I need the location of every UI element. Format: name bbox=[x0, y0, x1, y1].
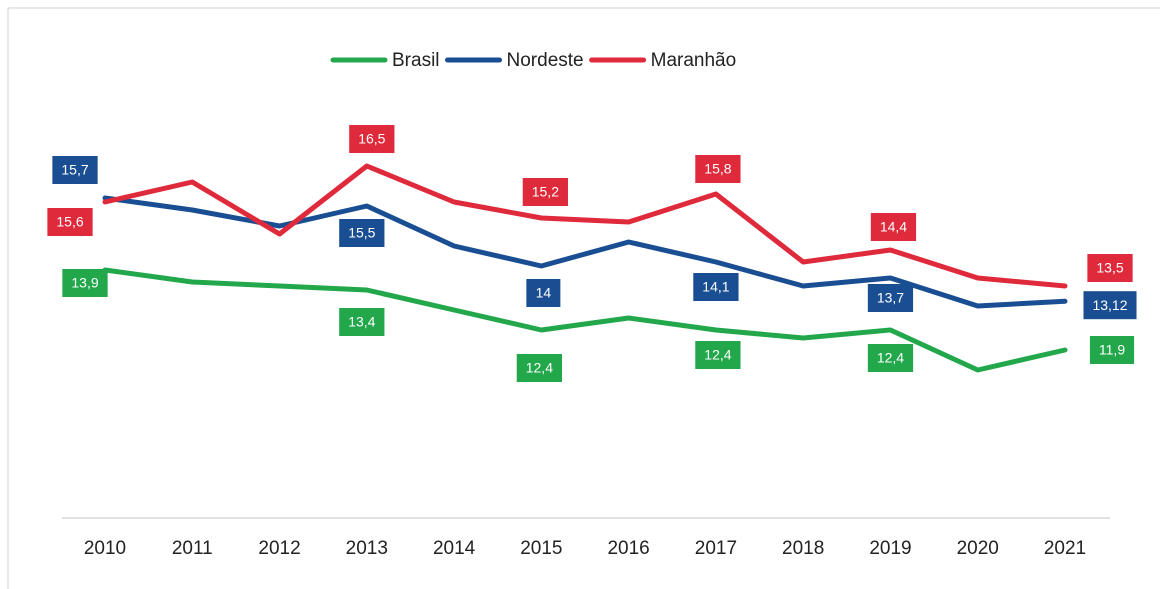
data-label-text: 15,6 bbox=[56, 214, 83, 230]
data-label-box bbox=[339, 308, 385, 336]
data-label-text: 13,4 bbox=[348, 314, 375, 330]
series-line bbox=[102, 267, 1068, 373]
x-tick-label: 2012 bbox=[258, 538, 300, 559]
legend-label: Brasil bbox=[392, 50, 440, 71]
data-label-text: 13,12 bbox=[1092, 297, 1127, 313]
x-tick-label: 2019 bbox=[869, 538, 911, 559]
data-label: 12,4 bbox=[516, 354, 562, 382]
data-label-text: 13,9 bbox=[71, 275, 98, 291]
data-label-box bbox=[339, 219, 385, 247]
data-label: 14,4 bbox=[870, 213, 917, 241]
data-label-text: 13,5 bbox=[1096, 260, 1123, 276]
data-label-box bbox=[870, 213, 917, 241]
data-label-box bbox=[1083, 291, 1137, 320]
data-label: 15,5 bbox=[339, 219, 385, 247]
data-label: 12,4 bbox=[867, 344, 914, 372]
data-label-box bbox=[47, 208, 93, 236]
data-label-text: 13,7 bbox=[877, 290, 904, 306]
data-label: 13,5 bbox=[1087, 254, 1133, 282]
series-line bbox=[102, 163, 1068, 289]
data-label: 16,5 bbox=[349, 125, 395, 153]
data-label-text: 15,8 bbox=[704, 161, 731, 177]
data-label: 15,8 bbox=[695, 155, 741, 183]
legend-label: Maranhão bbox=[651, 50, 737, 71]
x-tick-label: 2011 bbox=[172, 538, 213, 559]
data-label-box bbox=[867, 344, 914, 372]
data-label: 14 bbox=[526, 279, 561, 307]
data-label-text: 12,4 bbox=[877, 350, 904, 366]
data-label: 14,1 bbox=[693, 273, 739, 301]
data-label-text: 16,5 bbox=[358, 131, 385, 147]
data-label: 13,7 bbox=[867, 284, 914, 312]
data-label: 13,4 bbox=[339, 308, 385, 336]
data-label-box bbox=[62, 269, 108, 297]
x-tick-label: 2018 bbox=[782, 538, 824, 559]
data-label-box bbox=[695, 155, 741, 183]
data-label-text: 15,2 bbox=[532, 184, 559, 200]
data-label-text: 12,4 bbox=[526, 360, 553, 376]
data-label-text: 11,9 bbox=[1099, 342, 1125, 358]
data-label-text: 14,4 bbox=[880, 219, 907, 235]
x-tick-label: 2021 bbox=[1044, 538, 1086, 559]
x-tick-label: 2016 bbox=[607, 538, 649, 559]
data-label-box bbox=[693, 273, 739, 301]
x-tick-label: 2010 bbox=[84, 538, 126, 559]
data-label: 15,6 bbox=[47, 208, 93, 236]
data-label: 13,12 bbox=[1083, 291, 1137, 320]
x-tick-label: 2015 bbox=[520, 538, 562, 559]
x-tick-label: 2014 bbox=[433, 538, 476, 559]
data-label-text: 15,7 bbox=[61, 162, 88, 178]
legend-label: Nordeste bbox=[507, 50, 584, 71]
data-label: 15,7 bbox=[52, 156, 98, 184]
data-label-box bbox=[1089, 336, 1135, 364]
data-label: 15,2 bbox=[522, 178, 568, 206]
data-label-box bbox=[695, 341, 741, 369]
data-label-box bbox=[526, 279, 561, 307]
data-label-text: 15,5 bbox=[348, 225, 375, 241]
x-tick-label: 2017 bbox=[695, 538, 737, 559]
data-label-box bbox=[867, 284, 914, 312]
data-label: 11,9 bbox=[1089, 336, 1135, 364]
data-label-box bbox=[349, 125, 395, 153]
data-label-box bbox=[1087, 254, 1133, 282]
data-label-text: 14,1 bbox=[702, 279, 729, 295]
data-label-text: 12,4 bbox=[704, 347, 731, 363]
data-label-box bbox=[516, 354, 562, 382]
data-label-box bbox=[52, 156, 98, 184]
data-label: 13,9 bbox=[62, 269, 108, 297]
x-tick-label: 2013 bbox=[346, 538, 388, 559]
data-label-text: 14 bbox=[536, 285, 552, 301]
data-label: 12,4 bbox=[695, 341, 741, 369]
data-label-box bbox=[522, 178, 568, 206]
x-tick-label: 2020 bbox=[957, 538, 999, 559]
